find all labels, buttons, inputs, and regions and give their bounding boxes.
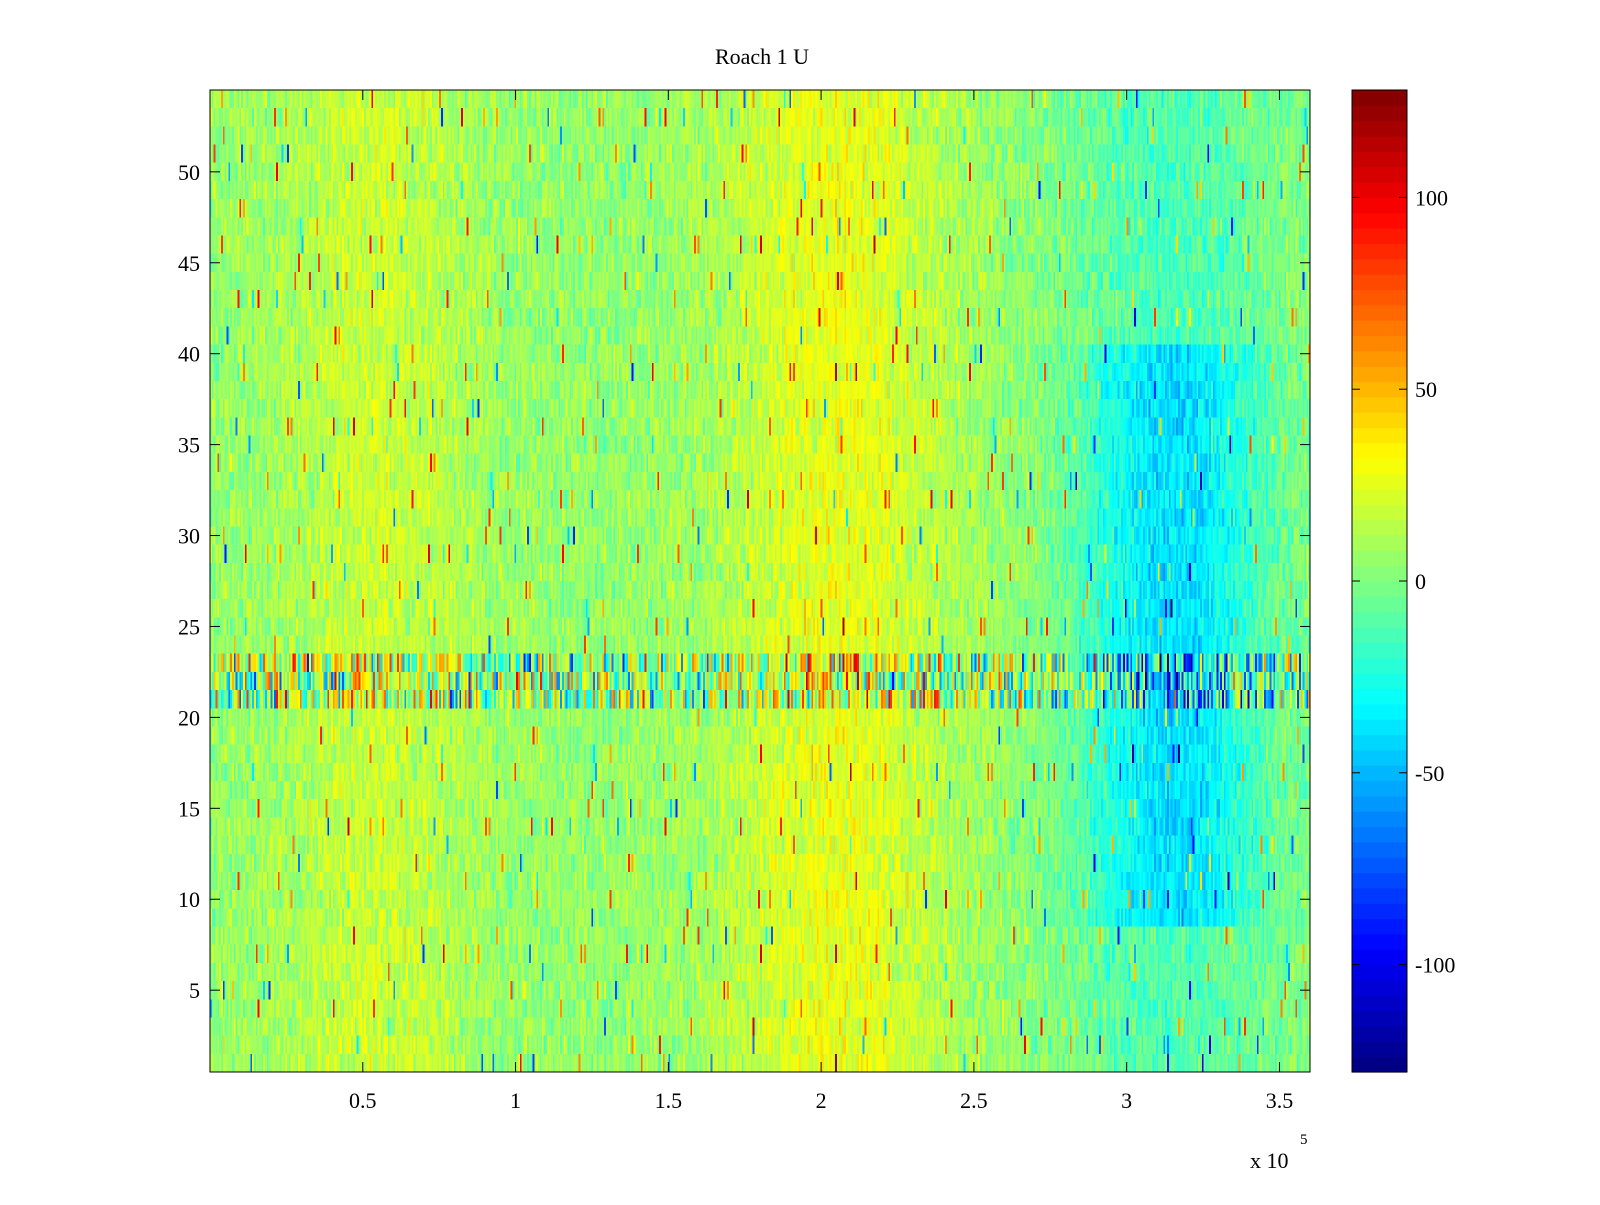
colorbar-step — [1352, 749, 1407, 766]
colorbar-step — [1352, 703, 1407, 720]
colorbar-step — [1352, 596, 1407, 613]
colorbar-step — [1352, 933, 1407, 950]
colorbar-step — [1352, 304, 1407, 321]
colorbar-step — [1352, 581, 1407, 597]
heatmap-raster — [210, 90, 1310, 1072]
colorbar-step — [1352, 872, 1407, 889]
y-tick-label: 25 — [178, 614, 200, 639]
colorbar-step — [1352, 90, 1407, 106]
colorbar-tick-label: 100 — [1415, 185, 1448, 210]
colorbar-step — [1352, 565, 1407, 582]
colorbar-step — [1352, 979, 1407, 996]
y-tick-label: 50 — [178, 160, 200, 185]
colorbar-step — [1352, 857, 1407, 874]
x-exponent-power: 5 — [1300, 1132, 1308, 1148]
colorbar-step — [1352, 320, 1407, 337]
colorbar-ticks: -100 -50 0 50 100 — [1352, 185, 1455, 978]
x-exponent-label: x 10 — [1250, 1148, 1289, 1173]
colorbar-tick-label: -50 — [1415, 761, 1444, 786]
y-tick-label: 45 — [178, 251, 200, 276]
colorbar-step — [1352, 841, 1407, 858]
colorbar-step — [1352, 243, 1407, 260]
colorbar-step — [1352, 396, 1407, 413]
colorbar-step — [1352, 642, 1407, 659]
y-tick-label: 5 — [189, 978, 200, 1003]
x-tick-label: 2 — [816, 1088, 827, 1113]
colorbar-step — [1352, 719, 1407, 736]
colorbar-step — [1352, 811, 1407, 828]
colorbar-step — [1352, 258, 1407, 275]
colorbar-step — [1352, 151, 1407, 168]
colorbar-step — [1352, 473, 1407, 490]
colorbar-step — [1352, 949, 1407, 966]
colorbar-step — [1352, 688, 1407, 705]
y-tick-label: 30 — [178, 524, 200, 549]
colorbar-tick-label: 0 — [1415, 569, 1426, 594]
colorbar-step — [1352, 335, 1407, 352]
heatmap-cells — [210, 90, 1310, 1072]
colorbar-step — [1352, 780, 1407, 797]
colorbar-step — [1352, 120, 1407, 137]
x-tick-label: 3 — [1121, 1088, 1132, 1113]
x-tick-label: 2.5 — [960, 1088, 988, 1113]
colorbar-step — [1352, 381, 1407, 398]
y-tick-label: 35 — [178, 433, 200, 458]
y-tick-label: 20 — [178, 705, 200, 730]
x-axis-ticks: 0.5 1 1.5 2 2.5 3 3.5 — [349, 90, 1293, 1113]
y-tick-label: 10 — [178, 887, 200, 912]
colorbar-step — [1352, 887, 1407, 904]
colorbar-step — [1352, 105, 1407, 122]
colorbar-step — [1352, 826, 1407, 843]
colorbar-step — [1352, 136, 1407, 152]
colorbar-tick-label: -100 — [1415, 953, 1455, 978]
colorbar-step — [1352, 657, 1407, 674]
colorbar-step — [1352, 627, 1407, 643]
colorbar-step — [1352, 212, 1407, 229]
y-tick-label: 40 — [178, 342, 200, 367]
colorbar-step — [1352, 182, 1407, 199]
colorbar-step — [1352, 734, 1407, 751]
y-axis-ticks: 5 10 15 20 25 30 35 40 45 50 — [178, 160, 1310, 1003]
colorbar-step — [1352, 673, 1407, 690]
x-tick-label: 1 — [510, 1088, 521, 1113]
colorbar-step — [1352, 795, 1407, 812]
colorbar-step — [1352, 1056, 1407, 1073]
colorbar-step — [1352, 197, 1407, 214]
colorbar-step — [1352, 765, 1407, 782]
colorbar-step — [1352, 1025, 1407, 1042]
colorbar-step — [1352, 274, 1407, 291]
colorbar-step — [1352, 1010, 1407, 1027]
colorbar-step — [1352, 350, 1407, 367]
y-tick-label: 15 — [178, 796, 200, 821]
colorbar-step — [1352, 166, 1407, 183]
colorbar-step — [1352, 458, 1407, 475]
plot-frame — [209, 89, 1311, 1073]
colorbar-step — [1352, 1041, 1407, 1058]
colorbar-step — [1352, 534, 1407, 551]
colorbar-step — [1352, 442, 1407, 459]
colorbar-step — [1352, 228, 1407, 245]
colorbar-step — [1352, 289, 1407, 306]
colorbar-step — [1352, 918, 1407, 935]
colorbar-step — [1352, 519, 1407, 536]
colorbar-step — [1352, 488, 1407, 505]
colorbar-step — [1352, 611, 1407, 628]
x-tick-label: 1.5 — [655, 1088, 683, 1113]
x-tick-label: 3.5 — [1266, 1088, 1294, 1113]
colorbar-step — [1352, 964, 1407, 981]
colorbar-step — [1352, 550, 1407, 567]
colorbar-step — [1352, 427, 1407, 444]
colorbar-step — [1352, 366, 1407, 383]
colorbar-tick-label: 50 — [1415, 377, 1437, 402]
colorbar-step — [1352, 412, 1407, 429]
colorbar-step — [1352, 504, 1407, 521]
colorbar-step — [1352, 995, 1407, 1012]
chart-title: Roach 1 U — [715, 44, 809, 69]
colorbar — [1352, 90, 1407, 1073]
colorbar-step — [1352, 903, 1407, 920]
x-tick-label: 0.5 — [349, 1088, 377, 1113]
